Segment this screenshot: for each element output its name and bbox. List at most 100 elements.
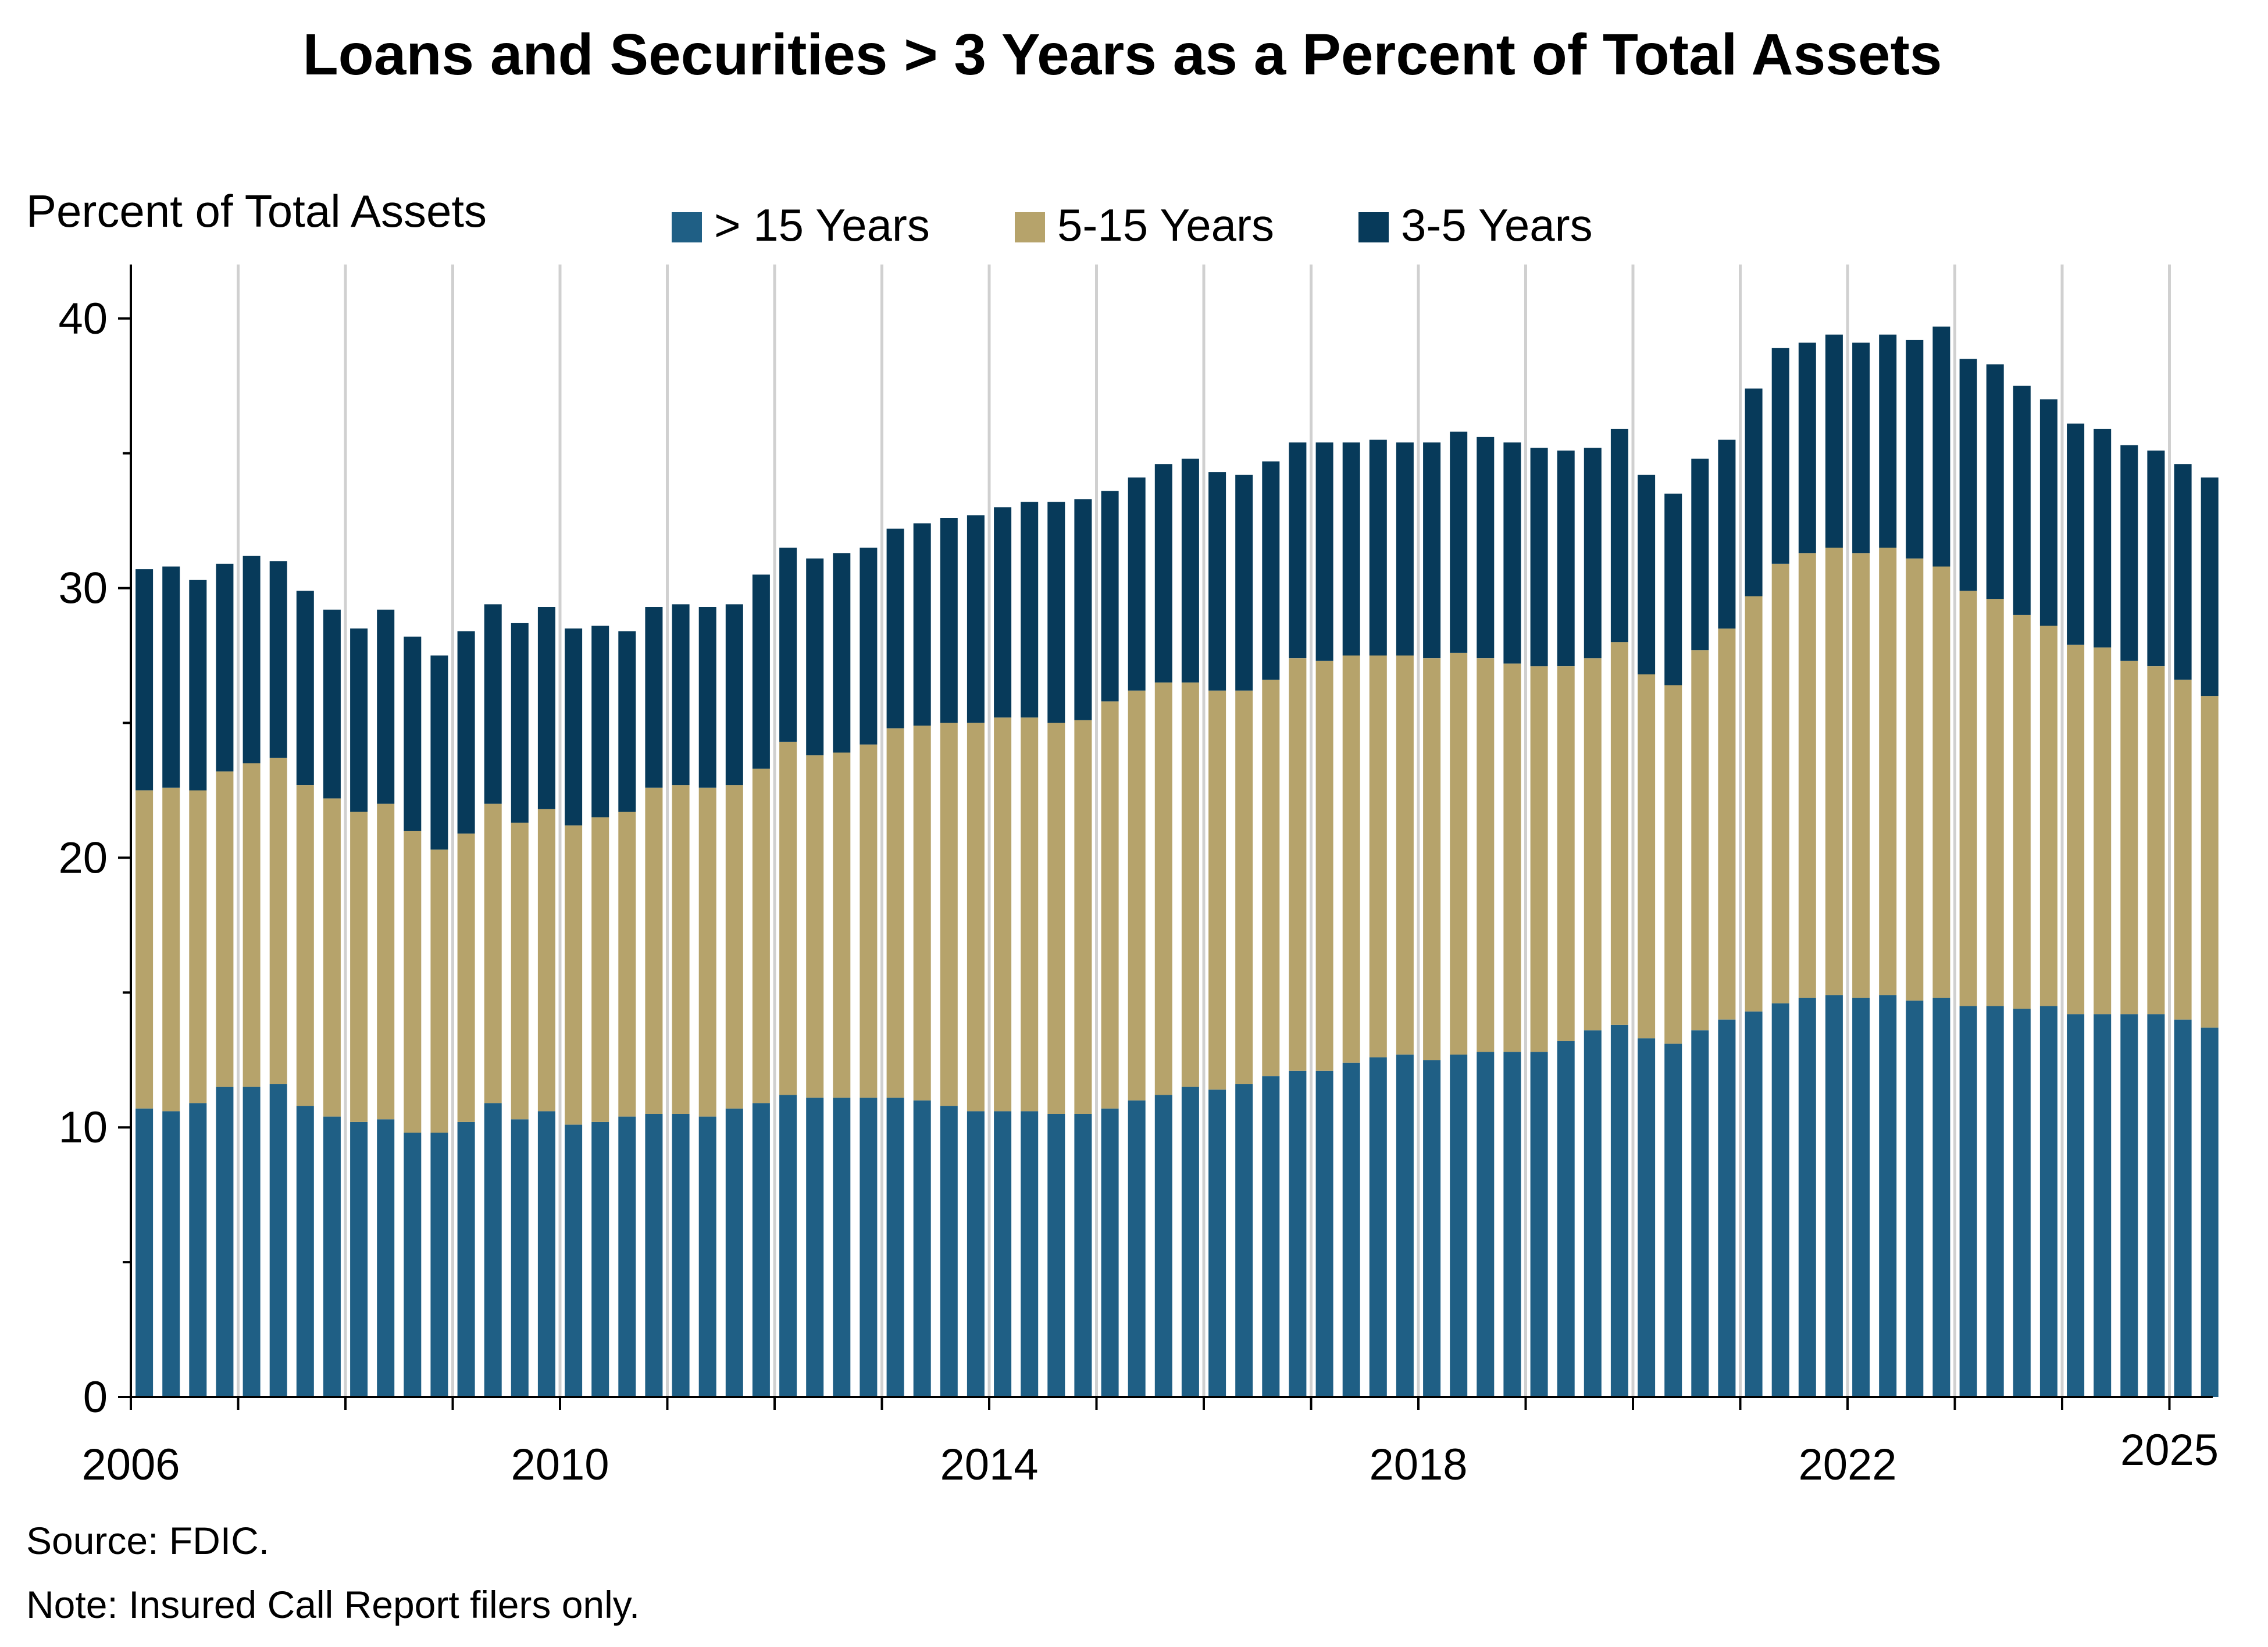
bar-segment: [725, 604, 743, 785]
bar-segment: [484, 803, 502, 1103]
bar-segment: [1047, 1114, 1065, 1397]
bar-segment: [2174, 680, 2192, 1020]
bar-segment: [162, 787, 180, 1112]
bar-segment: [1342, 1062, 1360, 1397]
bar-segment: [565, 628, 583, 826]
bar-segment: [1262, 680, 1280, 1077]
bar-segment: [377, 609, 395, 804]
bar-segment: [1477, 1052, 1495, 1397]
bar-segment: [618, 812, 636, 1117]
bar-segment: [645, 787, 663, 1114]
bar-segment: [1369, 1057, 1387, 1397]
bar-segment: [2120, 660, 2138, 1014]
bar-segment: [1369, 440, 1387, 656]
bar-segment: [323, 798, 341, 1117]
bar-segment: [591, 1121, 609, 1397]
bar-segment: [913, 523, 931, 726]
bar-segment: [1798, 998, 1816, 1397]
bar-segment: [752, 1103, 770, 1397]
bar-segment: [752, 574, 770, 769]
y-tick-label: 10: [58, 1103, 108, 1152]
bar-segment: [1503, 442, 1521, 664]
bar-segment: [1450, 652, 1468, 1055]
y-tick-label: 0: [83, 1373, 108, 1422]
bar-segment: [725, 785, 743, 1109]
bar-segment: [860, 1098, 878, 1397]
bar-segment: [1879, 334, 1897, 548]
bar-segment: [1154, 1095, 1172, 1397]
bar-segment: [243, 763, 261, 1087]
bar-segment: [1584, 1030, 1602, 1397]
bar-segment: [1745, 1011, 1763, 1397]
bar-segment: [1101, 491, 1119, 702]
bar-segment: [484, 604, 502, 804]
bar-segment: [1557, 451, 1575, 666]
bar-segment: [296, 1106, 314, 1397]
bar-segment: [1423, 658, 1441, 1060]
bar-segment: [135, 569, 154, 791]
tick-labels: 0 10 20 30 40 2006 2010 2014 2018 2022 2025: [58, 294, 2219, 1489]
bar-segment: [1477, 437, 1495, 659]
bar-segment: [591, 817, 609, 1122]
bar-segment: [296, 785, 314, 1106]
bar-segment: [940, 723, 958, 1106]
bar-segment: [1852, 998, 1870, 1397]
bar-segment: [1932, 326, 1950, 567]
bar-segment: [1289, 1070, 1307, 1397]
bar-segment: [1718, 440, 1736, 629]
bar-segment: [1530, 666, 1548, 1052]
bar-segment: [1503, 1052, 1521, 1397]
bar-segment: [2120, 1014, 2138, 1397]
y-axis-label: Percent of Total Assets: [26, 185, 487, 237]
bar-segment: [779, 1095, 797, 1397]
bar-segment: [135, 1108, 154, 1397]
bar-segment: [323, 1116, 341, 1397]
bar-segment: [967, 1111, 985, 1397]
bar-segment: [430, 1132, 448, 1397]
bar-segment: [135, 790, 154, 1109]
bar-segment: [1771, 348, 1789, 564]
bar-segment: [1852, 342, 1870, 553]
bar-segment: [833, 553, 851, 753]
bar-segment: [1986, 1006, 2004, 1397]
bar-segment: [1771, 1003, 1789, 1397]
bar-segment: [1154, 682, 1172, 1095]
bar-segment: [1664, 685, 1682, 1044]
bar-segment: [296, 591, 314, 785]
bar-segment: [162, 1111, 180, 1397]
bar-segment: [1208, 690, 1226, 1090]
x-tick-label: 2014: [940, 1440, 1038, 1489]
bar-segment: [511, 623, 529, 823]
bar-segment: [1718, 628, 1736, 1020]
bar-segment: [1610, 428, 1628, 642]
bar-segment: [698, 1116, 716, 1397]
bar-segment: [940, 518, 958, 723]
bar-segment: [377, 1119, 395, 1397]
bar-segment: [1718, 1019, 1736, 1397]
bar-segment: [189, 1103, 207, 1397]
bar-segment: [833, 752, 851, 1098]
bar-segment: [1664, 494, 1682, 685]
bar-segment: [1235, 474, 1253, 691]
bar-segment: [645, 1114, 663, 1397]
bar-segment: [1584, 658, 1602, 1031]
bar-segment: [886, 1098, 904, 1397]
bar-segment: [1450, 1055, 1468, 1397]
bar-segment: [404, 637, 422, 831]
bar-segment: [1021, 1111, 1039, 1397]
bar-segment: [1450, 431, 1468, 653]
bar-segment: [1423, 442, 1441, 659]
bar-segment: [2147, 1014, 2165, 1397]
bar-segment: [1262, 461, 1280, 680]
bar-segment: [1557, 666, 1575, 1041]
bar-segment: [1423, 1060, 1441, 1397]
bar-segment: [2201, 1027, 2219, 1397]
bar-segment: [1771, 563, 1789, 1003]
bar-segment: [1208, 472, 1226, 691]
bar-segment: [216, 1087, 234, 1397]
bar-segment: [1047, 723, 1065, 1114]
footnote: Note: Insured Call Report filers only.: [26, 1583, 640, 1626]
bar-segment: [591, 626, 609, 817]
bar-segment: [1557, 1041, 1575, 1397]
legend-label-gt15: > 15 Years: [714, 199, 930, 251]
